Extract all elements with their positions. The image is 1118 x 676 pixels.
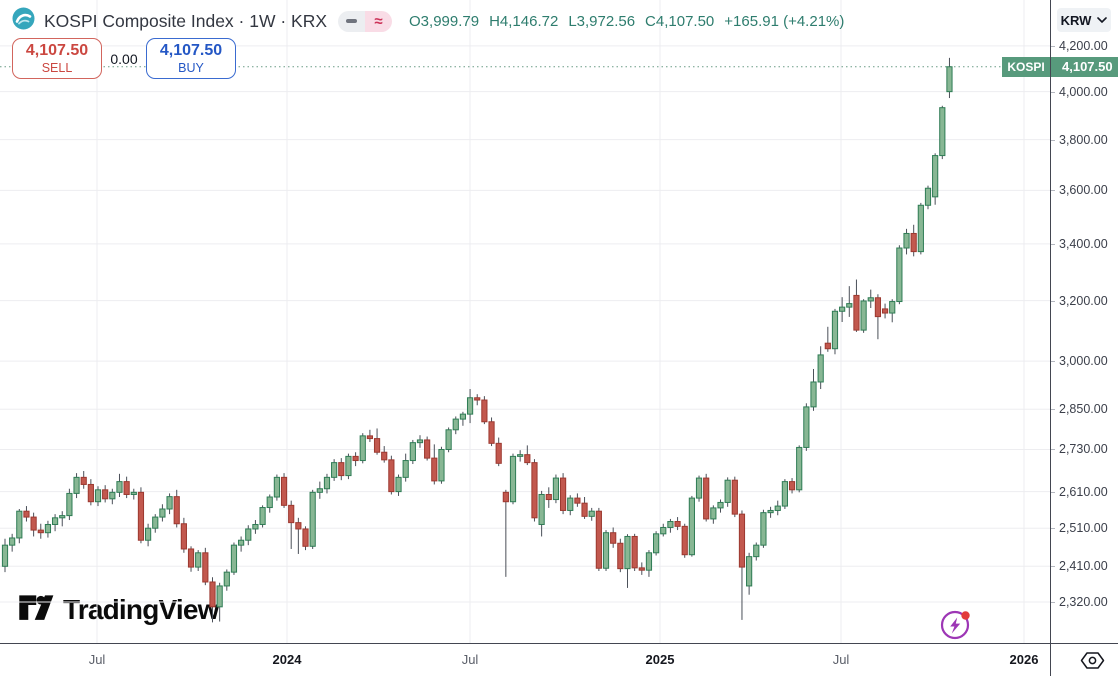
kospi-market-logo-icon [12, 7, 35, 35]
buy-label: BUY [178, 60, 204, 75]
price-tick-mark [1051, 491, 1055, 493]
price-tick-mark [1051, 243, 1055, 245]
price-tick-label: 2,320.00 [1059, 594, 1108, 609]
symbol-header: KOSPI Composite Index · 1W · KRX ≈ O3,99… [12, 7, 844, 35]
currency-label: KRW [1060, 12, 1092, 28]
price-tick-mark [1051, 45, 1055, 47]
time-tick-label[interactable]: 2024 [272, 652, 302, 667]
price-tick-mark [1051, 528, 1055, 530]
time-tick-label[interactable]: 2025 [645, 652, 675, 667]
candles [1, 57, 953, 623]
price-tick-label: 3,000.00 [1059, 354, 1108, 369]
price-tick-mark [1051, 300, 1055, 302]
notification-dot [961, 611, 970, 620]
watermark-text: TradingView [63, 593, 219, 625]
spread-value: 0.00 [110, 50, 138, 67]
time-tick-label[interactable]: 2026 [1009, 652, 1039, 667]
lightning-bolt-icon [950, 617, 961, 634]
sell-label: SELL [41, 60, 73, 75]
price-tick-label: 2,610.00 [1059, 484, 1108, 499]
price-tick-mark [1051, 91, 1055, 93]
price-tick-label: 4,000.00 [1059, 84, 1108, 99]
ohlc-values: O3,999.79 H4,146.72 L3,972.56 C4,107.50 … [409, 13, 844, 30]
price-tick-mark [1051, 566, 1055, 568]
price-tick-mark [1051, 449, 1055, 451]
trade-buttons: 4,107.50 SELL 0.00 4,107.50 BUY [12, 38, 236, 79]
market-closed-icon[interactable] [338, 10, 366, 32]
candlestick-chart[interactable] [0, 0, 1050, 643]
tradingview-watermark: TradingView [18, 589, 219, 630]
price-tick-mark [1051, 139, 1055, 141]
price-tick-mark [1051, 601, 1055, 603]
price-tick-label: 3,600.00 [1059, 183, 1108, 198]
open-value: O3,999.79 [409, 12, 480, 30]
sell-price: 4,107.50 [25, 42, 89, 60]
time-axis[interactable]: Jul 2024 Jul 2025 Jul 2026 [0, 643, 1118, 676]
low-value: L3,972.56 [568, 12, 636, 30]
price-tick-label: 3,800.00 [1059, 132, 1108, 147]
price-tick-label: 2,730.00 [1059, 442, 1108, 457]
time-tick-label[interactable]: Jul [461, 652, 479, 667]
high-value: H4,146.72 [489, 12, 559, 30]
chart-status-pills: ≈ [338, 10, 393, 32]
price-tick-label: 2,510.00 [1059, 521, 1108, 536]
symbol-title[interactable]: KOSPI Composite Index · 1W · KRX [44, 10, 328, 31]
series-symbol-label: KOSPI [1002, 56, 1050, 77]
price-tick-label: 2,410.00 [1059, 559, 1108, 574]
eye-icon[interactable] [1079, 650, 1106, 676]
lightning-mode-button[interactable] [938, 606, 974, 643]
time-tick-label[interactable]: Jul [88, 652, 106, 667]
current-price-tag: 4,107.50 [1051, 56, 1118, 77]
price-tick-mark [1051, 190, 1055, 192]
time-tick-label[interactable]: Jul [832, 652, 850, 667]
price-axis[interactable]: KRW 4,200.00 4,000.00 3,800.00 3,600.00 3,40… [1050, 0, 1118, 643]
change-value: +165.91 (+4.21%) [724, 12, 845, 30]
delayed-data-icon[interactable]: ≈ [365, 10, 393, 32]
price-tick-label: 2,850.00 [1059, 402, 1108, 417]
chevron-down-icon [1097, 17, 1108, 23]
price-tick-label: 3,200.00 [1059, 293, 1108, 308]
price-tick-label: 4,200.00 [1059, 38, 1108, 53]
chart-canvas[interactable]: TradingView KOSPI [0, 0, 1050, 643]
axis-corner-separator [1050, 644, 1051, 676]
buy-button[interactable]: 4,107.50 BUY [146, 38, 236, 79]
price-tick-mark [1051, 361, 1055, 363]
buy-price: 4,107.50 [159, 42, 223, 60]
sell-button[interactable]: 4,107.50 SELL [12, 38, 102, 79]
currency-selector[interactable]: KRW [1057, 8, 1111, 32]
price-tick-mark [1051, 409, 1055, 411]
price-tick-label: 3,400.00 [1059, 236, 1108, 251]
close-value: C4,107.50 [645, 12, 715, 30]
